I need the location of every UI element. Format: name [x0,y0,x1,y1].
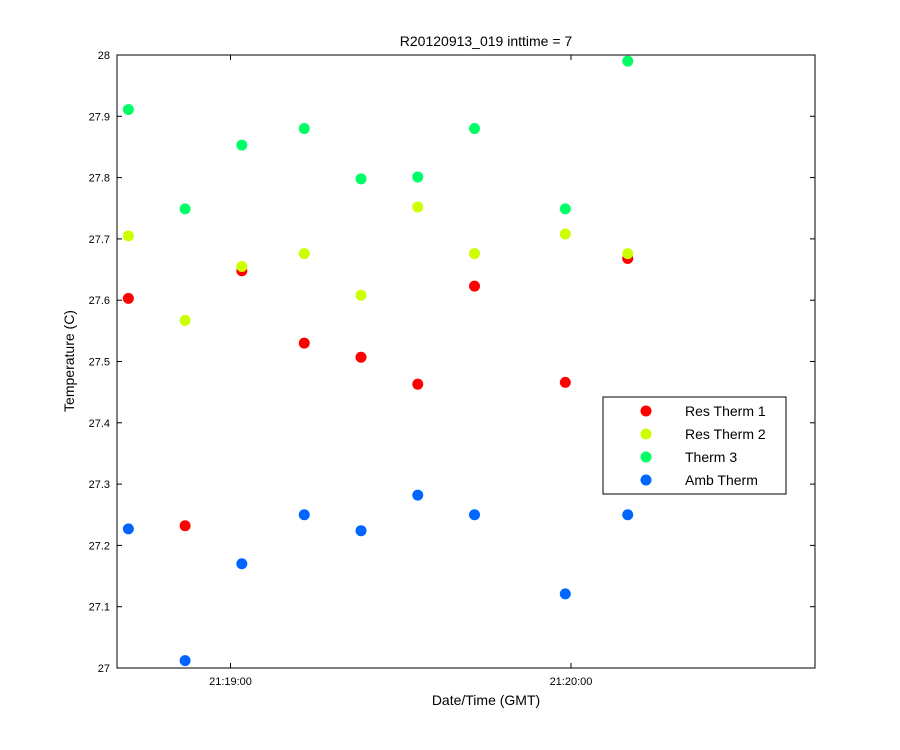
point-res-therm-2 [559,228,571,240]
legend-label: Res Therm 1 [685,403,766,419]
legend-label: Therm 3 [685,449,737,465]
y-tick-label: 27 [98,663,110,675]
point-amb-therm [179,655,191,667]
point-therm-3 [236,139,248,151]
point-amb-therm [559,588,571,600]
x-axis-label: Date/Time (GMT) [432,692,540,708]
point-res-therm-1 [469,280,481,292]
point-res-therm-1 [412,378,424,390]
point-res-therm-2 [122,230,134,242]
y-tick-label: 27.3 [89,479,110,491]
point-res-therm-2 [236,260,248,272]
point-therm-3 [179,203,191,215]
legend-marker [640,405,652,417]
point-res-therm-1 [179,520,191,532]
legend-label: Amb Therm [685,472,758,488]
legend-box [602,396,787,495]
y-tick-label: 27.7 [89,234,110,246]
y-tick-label: 27.5 [89,357,110,369]
point-amb-therm [412,489,424,501]
point-res-therm-1 [559,376,571,388]
data-points [122,55,634,667]
legend-marker [640,428,652,440]
x-tick-label: 21:19:00 [209,676,252,688]
point-therm-3 [412,171,424,183]
point-amb-therm [622,509,634,521]
legend-label: Res Therm 2 [685,426,766,442]
point-amb-therm [469,509,481,521]
y-tick-label: 27.2 [89,540,110,552]
legend: Res Therm 1 Res Therm 2 Therm 3 Amb Therm [602,396,787,495]
point-therm-3 [559,203,571,215]
y-tick-label: 27.6 [89,295,110,307]
point-res-therm-1 [355,351,367,363]
point-amb-therm [236,558,248,570]
y-tick-label: 27.8 [89,173,110,185]
point-res-therm-1 [298,337,310,349]
point-therm-3 [298,123,310,135]
point-res-therm-2 [412,201,424,213]
point-res-therm-2 [355,289,367,301]
legend-marker [640,474,652,486]
y-tick-label: 27.9 [89,111,110,123]
point-therm-3 [469,123,481,135]
point-therm-3 [622,55,634,67]
y-axis-ticks: 27 27.1 27.2 27.3 27.4 27.5 27.6 27.7 27.8 27.9 28 [89,50,815,675]
point-amb-therm [298,509,310,521]
x-tick-label: 21:20:00 [550,676,593,688]
y-tick-label: 27.1 [89,602,110,614]
point-res-therm-2 [622,248,634,260]
point-amb-therm [122,523,134,535]
y-tick-label: 28 [98,50,110,62]
point-amb-therm [355,525,367,537]
legend-marker [640,451,652,463]
point-therm-3 [355,173,367,185]
y-axis-label: Temperature (C) [61,310,77,412]
point-res-therm-2 [179,314,191,326]
point-therm-3 [122,104,134,116]
y-tick-label: 27.4 [89,418,110,430]
point-res-therm-1 [122,292,134,304]
point-res-therm-2 [469,248,481,260]
point-res-therm-2 [298,248,310,260]
chart-title: R20120913_019 inttime = 7 [400,33,573,49]
plot-area [116,54,816,669]
x-axis-ticks: 21:19:00 21:20:00 [209,55,592,688]
